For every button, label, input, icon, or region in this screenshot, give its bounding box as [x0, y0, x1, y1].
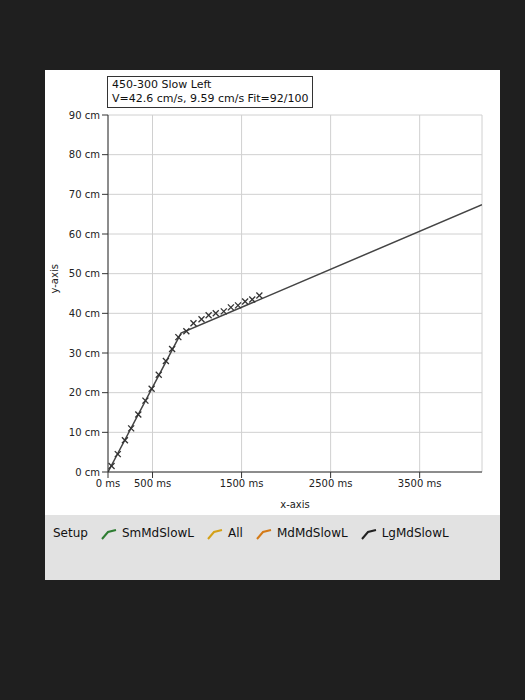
- svg-text:x-axis: x-axis: [280, 499, 310, 510]
- svg-text:20 cm: 20 cm: [69, 387, 100, 398]
- svg-text:3500 ms: 3500 ms: [398, 478, 442, 489]
- svg-text:40 cm: 40 cm: [69, 308, 100, 319]
- svg-text:70 cm: 70 cm: [69, 189, 100, 200]
- svg-text:0 ms: 0 ms: [96, 478, 121, 489]
- html-text:Setup: Setup: [53, 526, 88, 540]
- svg-text:50 cm: 50 cm: [69, 268, 100, 279]
- svg-text:90 cm: 90 cm: [69, 110, 100, 121]
- svg-text:60 cm: 60 cm: [69, 229, 100, 240]
- svg-text:2500 ms: 2500 ms: [309, 478, 353, 489]
- svg-text:1500 ms: 1500 ms: [220, 478, 264, 489]
- html-text:All: All: [228, 526, 243, 540]
- svg-text:80 cm: 80 cm: [69, 149, 100, 160]
- html-text:LgMdSlowL: LgMdSlowL: [381, 526, 449, 540]
- svg-text:500 ms: 500 ms: [134, 478, 171, 489]
- svg-text:0 cm: 0 cm: [75, 467, 100, 478]
- html-text:SmMdSlowL: SmMdSlowL: [121, 526, 194, 540]
- svg-text:10 cm: 10 cm: [69, 427, 100, 438]
- html-text:MdMdSlowL: MdMdSlowL: [276, 526, 348, 540]
- html-text:V=42.6 cm/s, 9.59 cm/s Fit=92/: V=42.6 cm/s, 9.59 cm/s Fit=92/100: [112, 92, 309, 105]
- html-text:450-300 Slow Left: 450-300 Slow Left: [112, 78, 212, 91]
- svg-text:30 cm: 30 cm: [69, 348, 100, 359]
- svg-text:y-axis: y-axis: [49, 264, 60, 293]
